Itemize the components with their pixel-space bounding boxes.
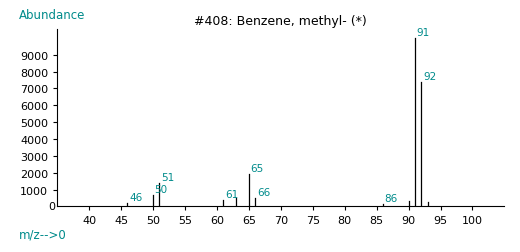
Title: #408: Benzene, methyl- (*): #408: Benzene, methyl- (*)	[194, 15, 367, 28]
Text: 92: 92	[423, 71, 436, 81]
Text: m/z-->0: m/z-->0	[19, 228, 67, 241]
Text: 51: 51	[161, 172, 174, 182]
Text: 86: 86	[385, 193, 398, 203]
Text: 66: 66	[257, 187, 270, 197]
Text: 61: 61	[225, 189, 238, 199]
Text: 0: 0	[48, 202, 55, 212]
Text: 50: 50	[154, 184, 168, 194]
Text: 91: 91	[417, 28, 430, 38]
Text: Abundance: Abundance	[19, 9, 86, 22]
Text: 46: 46	[129, 192, 142, 202]
Text: 65: 65	[251, 164, 264, 174]
